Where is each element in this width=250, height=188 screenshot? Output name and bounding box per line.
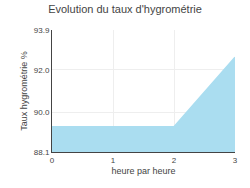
svg-text:heure par heure: heure par heure [111,166,175,176]
svg-text:Taux hygrométrie %: Taux hygrométrie % [19,51,29,131]
svg-text:88.1: 88.1 [34,148,50,157]
svg-text:3: 3 [233,156,238,165]
svg-text:Evolution du taux d'hygrométri: Evolution du taux d'hygrométrie [48,3,202,15]
svg-text:0: 0 [50,156,55,165]
svg-text:93.9: 93.9 [34,26,50,35]
svg-text:1: 1 [111,156,116,165]
svg-text:92.0: 92.0 [34,66,50,75]
svg-text:2: 2 [172,156,177,165]
svg-text:90.0: 90.0 [34,108,50,117]
